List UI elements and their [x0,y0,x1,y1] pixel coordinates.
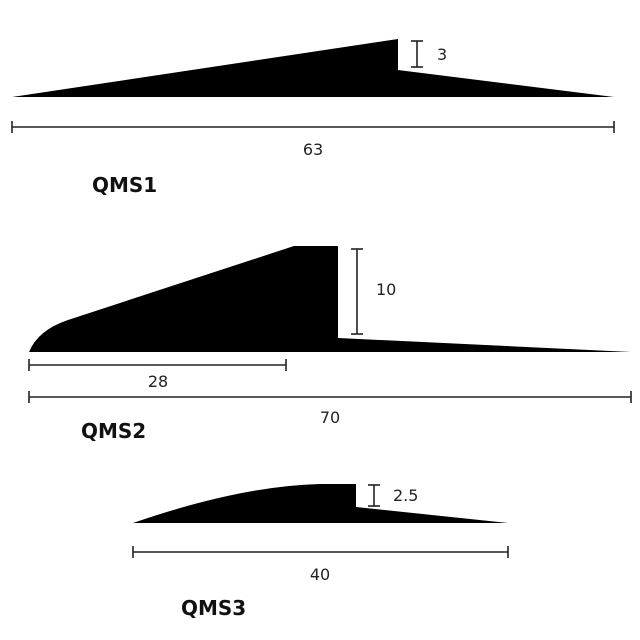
qms2-height-dimension [351,248,363,335]
qms2-partial-length-label: 28 [148,372,168,391]
qms3-height-dimension [368,484,380,507]
qms2-length-dimension [28,391,632,403]
qms1-length-label: 63 [303,140,323,159]
qms1-height-dimension [411,40,423,68]
qms3-height-label: 2.5 [393,486,418,505]
qms1-profile [12,39,614,97]
qms2-height-label: 10 [376,280,396,299]
qms2-title: QMS2 [81,419,146,443]
qms3-length-dimension [132,546,509,558]
qms2-group: 10 28 70 QMS2 [28,246,632,443]
qms3-group: 2.5 40 QMS3 [132,484,509,620]
qms1-length-dimension [11,121,615,133]
qms3-profile [133,484,508,523]
qms2-profile [29,246,631,352]
qms3-title: QMS3 [181,596,246,620]
qms3-length-label: 40 [310,565,330,584]
qms1-height-label: 3 [437,45,447,64]
qms2-partial-length-dimension [28,359,287,371]
qms1-title: QMS1 [92,173,157,197]
qms2-length-label: 70 [320,408,340,427]
qms1-group: 3 63 QMS1 [11,39,615,197]
